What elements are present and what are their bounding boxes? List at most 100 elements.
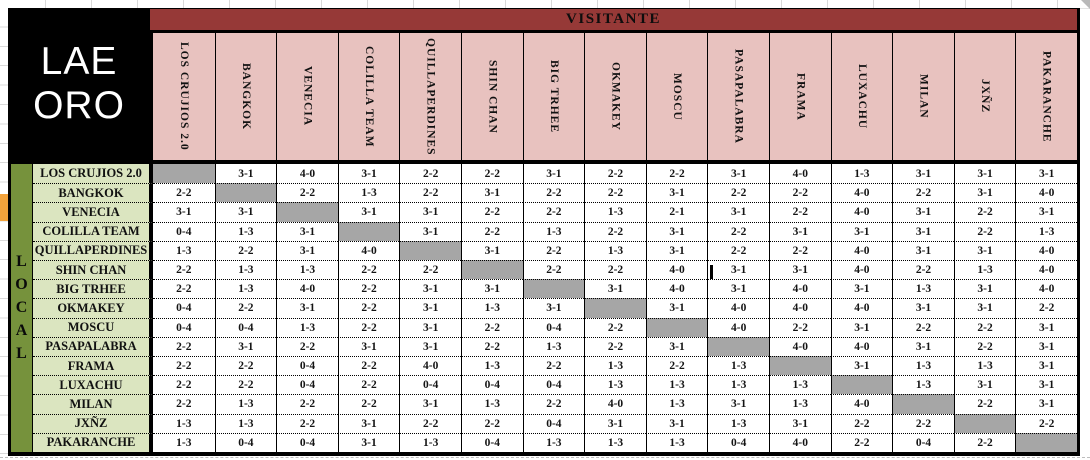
row-label-quillaperdines[interactable]: QUILLAPERDINES <box>33 240 153 260</box>
result-cell-pasapalabra-vs-shin-chan[interactable]: 2-2 <box>460 336 523 356</box>
result-cell-frama-vs-shin-chan[interactable]: 1-3 <box>460 356 523 376</box>
result-cell-okmakey-vs-quillaperdines[interactable]: 3-1 <box>399 298 461 318</box>
visitor-header-okmakey[interactable]: OKMAKEY <box>584 33 646 160</box>
row-label-frama[interactable]: FRAMA <box>33 356 153 376</box>
visitor-header-luxachu[interactable]: LUXACHU <box>830 33 893 160</box>
result-cell-venecia-vs-moscu[interactable]: 2-1 <box>645 202 708 222</box>
result-cell-jx-z-vs-colilla-team[interactable]: 3-1 <box>337 413 400 433</box>
result-cell-milan-vs-big-trhee[interactable]: 2-2 <box>522 394 585 414</box>
result-cell-los-crujios-2-0-vs-colilla-team[interactable]: 3-1 <box>337 164 400 184</box>
row-label-pasapalabra[interactable]: PASAPALABRA <box>33 336 153 356</box>
result-cell-luxachu-vs-pakaranche[interactable]: 3-1 <box>1015 375 1077 395</box>
diagonal-cell-colilla-team[interactable] <box>337 221 400 241</box>
result-cell-frama-vs-pasapalabra[interactable]: 1-3 <box>707 356 769 376</box>
result-cell-milan-vs-shin-chan[interactable]: 1-3 <box>460 394 523 414</box>
result-cell-venecia-vs-okmakey[interactable]: 1-3 <box>584 202 646 222</box>
result-cell-milan-vs-pasapalabra[interactable]: 3-1 <box>707 394 769 414</box>
result-cell-frama-vs-luxachu[interactable]: 3-1 <box>830 356 893 376</box>
row-label-pakaranche[interactable]: PAKARANCHE <box>33 432 153 452</box>
result-cell-bangkok-vs-pasapalabra[interactable]: 2-2 <box>707 183 769 203</box>
result-cell-quillaperdines-vs-venecia[interactable]: 3-1 <box>276 240 338 260</box>
result-cell-big-trhee-vs-quillaperdines[interactable]: 3-1 <box>399 279 461 299</box>
result-cell-colilla-team-vs-pakaranche[interactable]: 1-3 <box>1015 221 1077 241</box>
result-cell-colilla-team-vs-quillaperdines[interactable]: 3-1 <box>399 221 461 241</box>
row-label-moscu[interactable]: MOSCU <box>33 317 153 337</box>
result-cell-okmakey-vs-los-crujios-2-0[interactable]: 0-4 <box>153 298 215 317</box>
result-cell-quillaperdines-vs-bangkok[interactable]: 2-2 <box>214 240 277 260</box>
result-cell-pakaranche-vs-frama[interactable]: 4-0 <box>768 432 831 452</box>
result-cell-quillaperdines-vs-los-crujios-2-0[interactable]: 1-3 <box>153 240 215 260</box>
row-label-los-crujios-2-0[interactable]: LOS CRUJIOS 2.0 <box>33 164 153 184</box>
result-cell-frama-vs-moscu[interactable]: 2-2 <box>645 356 708 376</box>
result-cell-big-trhee-vs-milan[interactable]: 1-3 <box>892 279 954 299</box>
result-cell-jx-z-vs-milan[interactable]: 2-2 <box>892 413 954 433</box>
result-cell-los-crujios-2-0-vs-bangkok[interactable]: 3-1 <box>214 164 277 184</box>
result-cell-milan-vs-moscu[interactable]: 1-3 <box>645 394 708 414</box>
result-cell-pasapalabra-vs-luxachu[interactable]: 4-0 <box>830 336 893 356</box>
result-cell-frama-vs-venecia[interactable]: 0-4 <box>276 356 338 376</box>
result-cell-pasapalabra-vs-venecia[interactable]: 2-2 <box>276 336 338 356</box>
result-cell-los-crujios-2-0-vs-shin-chan[interactable]: 2-2 <box>460 164 523 184</box>
result-cell-pakaranche-vs-jx-z[interactable]: 2-2 <box>953 432 1016 452</box>
result-cell-venecia-vs-big-trhee[interactable]: 2-2 <box>522 202 585 222</box>
result-cell-milan-vs-los-crujios-2-0[interactable]: 2-2 <box>153 394 215 413</box>
result-cell-los-crujios-2-0-vs-venecia[interactable]: 4-0 <box>276 164 338 184</box>
result-cell-luxachu-vs-shin-chan[interactable]: 0-4 <box>460 375 523 395</box>
result-cell-okmakey-vs-colilla-team[interactable]: 2-2 <box>337 298 400 318</box>
visitor-header-venecia[interactable]: VENECIA <box>276 33 338 160</box>
diagonal-cell-okmakey[interactable] <box>584 298 646 318</box>
result-cell-luxachu-vs-quillaperdines[interactable]: 0-4 <box>399 375 461 395</box>
result-cell-los-crujios-2-0-vs-big-trhee[interactable]: 3-1 <box>522 164 585 184</box>
visitante-header-bar[interactable]: VISITANTE <box>150 8 1080 33</box>
result-cell-frama-vs-milan[interactable]: 1-3 <box>892 356 954 376</box>
result-cell-okmakey-vs-venecia[interactable]: 3-1 <box>276 298 338 318</box>
diagonal-cell-milan[interactable] <box>892 394 954 414</box>
result-cell-luxachu-vs-pasapalabra[interactable]: 1-3 <box>707 375 769 395</box>
result-cell-big-trhee-vs-shin-chan[interactable]: 3-1 <box>460 279 523 299</box>
result-cell-moscu-vs-big-trhee[interactable]: 0-4 <box>522 317 585 337</box>
result-cell-luxachu-vs-jx-z[interactable]: 3-1 <box>953 375 1016 395</box>
row-label-venecia[interactable]: VENECIA <box>33 202 153 222</box>
result-cell-bangkok-vs-okmakey[interactable]: 2-2 <box>584 183 646 203</box>
result-cell-los-crujios-2-0-vs-luxachu[interactable]: 1-3 <box>830 164 893 184</box>
result-cell-pakaranche-vs-colilla-team[interactable]: 3-1 <box>337 432 400 452</box>
result-cell-okmakey-vs-milan[interactable]: 3-1 <box>892 298 954 318</box>
result-cell-milan-vs-luxachu[interactable]: 4-0 <box>830 394 893 414</box>
visitor-header-frama[interactable]: FRAMA <box>768 33 831 160</box>
visitor-header-pasapalabra[interactable]: PASAPALABRA <box>707 33 769 160</box>
result-cell-los-crujios-2-0-vs-milan[interactable]: 3-1 <box>892 164 954 184</box>
diagonal-cell-shin-chan[interactable] <box>460 260 523 280</box>
result-cell-big-trhee-vs-bangkok[interactable]: 1-3 <box>214 279 277 299</box>
result-cell-bangkok-vs-moscu[interactable]: 3-1 <box>645 183 708 203</box>
result-cell-pasapalabra-vs-quillaperdines[interactable]: 3-1 <box>399 336 461 356</box>
result-cell-shin-chan-vs-venecia[interactable]: 1-3 <box>276 260 338 280</box>
result-cell-shin-chan-vs-luxachu[interactable]: 4-0 <box>830 260 893 280</box>
result-cell-quillaperdines-vs-milan[interactable]: 3-1 <box>892 240 954 260</box>
result-cell-bangkok-vs-los-crujios-2-0[interactable]: 2-2 <box>153 183 215 202</box>
result-cell-venecia-vs-los-crujios-2-0[interactable]: 3-1 <box>153 202 215 221</box>
result-cell-los-crujios-2-0-vs-okmakey[interactable]: 2-2 <box>584 164 646 184</box>
result-cell-milan-vs-quillaperdines[interactable]: 3-1 <box>399 394 461 414</box>
result-cell-okmakey-vs-bangkok[interactable]: 2-2 <box>214 298 277 318</box>
result-cell-frama-vs-quillaperdines[interactable]: 4-0 <box>399 356 461 376</box>
diagonal-cell-bangkok[interactable] <box>214 183 277 203</box>
result-cell-moscu-vs-okmakey[interactable]: 2-2 <box>584 317 646 337</box>
result-cell-colilla-team-vs-moscu[interactable]: 3-1 <box>645 221 708 241</box>
result-cell-milan-vs-okmakey[interactable]: 4-0 <box>584 394 646 414</box>
result-cell-colilla-team-vs-pasapalabra[interactable]: 2-2 <box>707 221 769 241</box>
result-cell-shin-chan-vs-jx-z[interactable]: 1-3 <box>953 260 1016 280</box>
result-cell-quillaperdines-vs-moscu[interactable]: 3-1 <box>645 240 708 260</box>
result-cell-colilla-team-vs-frama[interactable]: 3-1 <box>768 221 831 241</box>
result-cell-quillaperdines-vs-pakaranche[interactable]: 4-0 <box>1015 240 1077 260</box>
result-cell-big-trhee-vs-los-crujios-2-0[interactable]: 2-2 <box>153 279 215 298</box>
result-cell-jx-z-vs-pakaranche[interactable]: 2-2 <box>1015 413 1077 433</box>
result-cell-luxachu-vs-okmakey[interactable]: 1-3 <box>584 375 646 395</box>
diagonal-cell-pakaranche[interactable] <box>1015 432 1077 452</box>
result-cell-moscu-vs-quillaperdines[interactable]: 3-1 <box>399 317 461 337</box>
result-cell-frama-vs-okmakey[interactable]: 1-3 <box>584 356 646 376</box>
result-cell-luxachu-vs-big-trhee[interactable]: 0-4 <box>522 375 585 395</box>
visitor-header-big-trhee[interactable]: BIG TRHEE <box>522 33 585 160</box>
result-cell-pakaranche-vs-shin-chan[interactable]: 0-4 <box>460 432 523 452</box>
result-cell-bangkok-vs-frama[interactable]: 2-2 <box>768 183 831 203</box>
result-cell-milan-vs-colilla-team[interactable]: 2-2 <box>337 394 400 414</box>
